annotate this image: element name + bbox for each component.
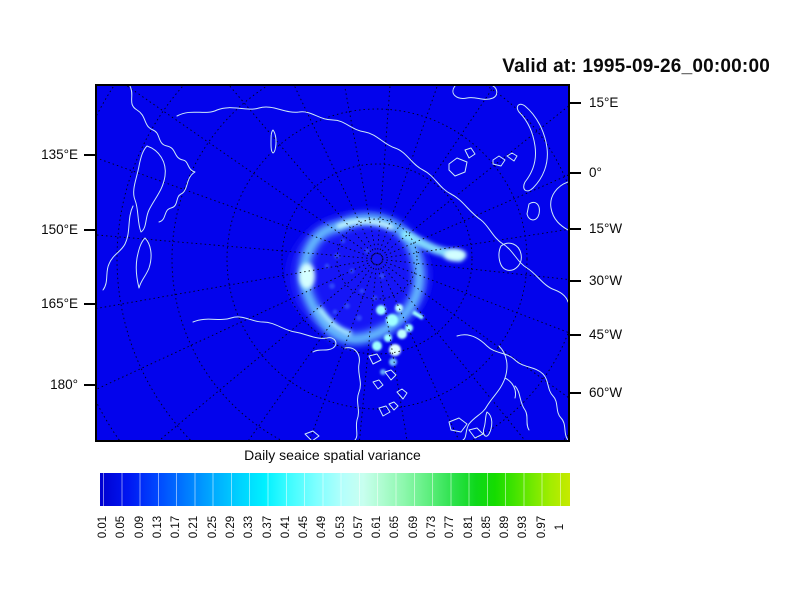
colorbar-tick-label: 0.41 bbox=[279, 515, 292, 539]
colorbar-tick-label: 0.61 bbox=[371, 515, 384, 539]
colorbar-tick-label: 0.65 bbox=[389, 515, 402, 539]
coast-kamchatka-peninsula bbox=[133, 145, 166, 233]
graticule-parallel bbox=[336, 218, 418, 300]
axis-label-right: 30°W bbox=[589, 273, 623, 288]
colorbar-tick-label: 0.81 bbox=[462, 515, 475, 539]
coast-south-islands bbox=[304, 411, 493, 440]
axis-label-right: 60°W bbox=[589, 385, 623, 400]
axis-tick-left bbox=[84, 154, 95, 156]
colorbar-separators bbox=[103, 473, 568, 506]
axis-label-left: 150°E bbox=[41, 222, 78, 237]
colorbar-tick-label: 1 bbox=[554, 523, 566, 531]
colorbar-tick-label: 0.53 bbox=[334, 515, 347, 539]
axis-tick-right bbox=[570, 334, 581, 336]
plot-title: Valid at: 1995-09-26_00:00:00 bbox=[502, 56, 770, 77]
axis-label-right: 0° bbox=[589, 165, 602, 180]
colorbar-tick-label: 0.89 bbox=[499, 515, 512, 539]
axis-label-left: 135°E bbox=[41, 147, 78, 162]
coast-alaska bbox=[344, 347, 361, 440]
colorbar-tick-label: 0.33 bbox=[243, 515, 256, 539]
coast-top-right-islands bbox=[452, 86, 498, 100]
colorbar-tick-label: 0.73 bbox=[426, 515, 439, 539]
coast-alaska-islands bbox=[368, 353, 408, 417]
axis-label-left: 180° bbox=[50, 377, 78, 392]
coast-chukotka bbox=[192, 316, 337, 353]
colorbar-tick-label: 0.69 bbox=[407, 515, 420, 539]
axis-tick-right bbox=[570, 228, 581, 230]
colorbar-tick-label: 0.85 bbox=[480, 515, 493, 539]
coast-scandinavia-peninsula bbox=[462, 345, 530, 440]
colorbar-tick-label: 0.05 bbox=[115, 515, 128, 539]
colorbar-tick-label: 0.77 bbox=[444, 515, 457, 539]
axis-label-left: 165°E bbox=[41, 296, 78, 311]
coast-eurasia-arctic bbox=[176, 106, 568, 303]
axis-tick-right bbox=[570, 102, 581, 104]
colorbar-tick-label: 0.09 bbox=[133, 515, 146, 539]
axis-tick-right bbox=[570, 172, 581, 174]
colorbar-tick-label: 0.37 bbox=[261, 515, 274, 539]
axis-label-right: 15°E bbox=[589, 95, 619, 110]
coast-franz-josef bbox=[492, 152, 518, 167]
coast-novaya-zemlya bbox=[516, 103, 548, 192]
axis-tick-left bbox=[84, 229, 95, 231]
arctic-map-svg bbox=[97, 86, 568, 440]
coast-lone-island bbox=[270, 129, 277, 154]
axis-tick-right bbox=[570, 392, 581, 394]
colorbar-tick-label: 0.49 bbox=[316, 515, 329, 539]
coast-scandinavia bbox=[456, 334, 568, 440]
colorbar-tick-label: 0.21 bbox=[188, 515, 201, 539]
coastlines bbox=[102, 86, 568, 440]
colorbar-tick-label: 0.17 bbox=[170, 515, 183, 539]
axis-tick-left bbox=[84, 303, 95, 305]
map-frame bbox=[95, 84, 570, 442]
colorbar-tick-label: 0.93 bbox=[517, 515, 530, 539]
graticule-parallel bbox=[226, 108, 528, 410]
colorbar-tick-label: 0.57 bbox=[352, 515, 365, 539]
coast-severnaya-zemlya bbox=[448, 147, 476, 177]
colorbar-tick-label: 0.13 bbox=[151, 515, 164, 539]
coast-okhotsk-west bbox=[102, 205, 134, 291]
map-caption: Daily seaice spatial variance bbox=[244, 447, 421, 463]
coast-sakhalin bbox=[135, 237, 152, 289]
axis-tick-left bbox=[84, 384, 95, 386]
colorbar-tick-label: 0.45 bbox=[298, 515, 311, 539]
axis-label-right: 45°W bbox=[589, 327, 623, 342]
axis-label-right: 15°W bbox=[589, 221, 623, 236]
colorbar-tick-label: 0.25 bbox=[206, 515, 219, 539]
colorbar-tick-label: 0.29 bbox=[224, 515, 237, 539]
coast-right-edge-land bbox=[526, 181, 568, 231]
coast-okhotsk-kamchatka bbox=[129, 86, 196, 223]
axis-tick-right bbox=[570, 280, 581, 282]
colorbar-tick-label: 0.97 bbox=[535, 515, 548, 539]
colorbar: 0.01 0.05 0.09 0.13 0.17 0.21 0.25 0.29 0.33 0.37… bbox=[97, 473, 570, 551]
ice-edge-bright-spot bbox=[299, 263, 315, 289]
graticule-parallel bbox=[171, 86, 568, 440]
colorbar-tick-label: 0.01 bbox=[97, 515, 109, 539]
coast-svalbard bbox=[498, 242, 522, 271]
